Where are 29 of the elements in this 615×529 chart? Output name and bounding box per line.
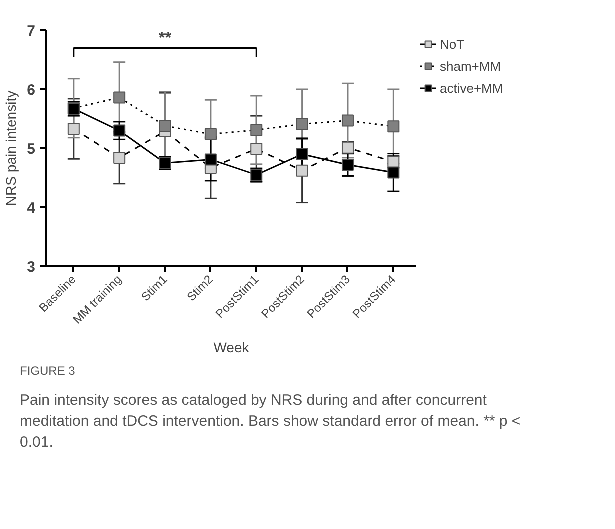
point <box>159 120 172 132</box>
point <box>296 148 308 160</box>
point <box>250 143 263 156</box>
y-tick-label: 4 <box>27 200 36 217</box>
point <box>68 123 80 136</box>
point <box>250 124 263 136</box>
y-tick-label: 6 <box>27 82 36 99</box>
point <box>114 124 126 137</box>
x-axis-title: Week <box>214 340 250 356</box>
point <box>342 159 354 172</box>
point <box>388 166 400 179</box>
point <box>388 120 400 133</box>
point <box>342 114 354 127</box>
point <box>204 128 217 140</box>
y-axis-title: NRS pain intensity <box>3 90 20 206</box>
y-tick-label: 3 <box>27 259 36 276</box>
point <box>296 164 308 177</box>
y-tick-label: 5 <box>27 141 36 158</box>
annotation: ** <box>159 30 172 48</box>
y-tick-label: 7 <box>27 23 36 40</box>
legend-label: active+MM <box>440 80 504 96</box>
point <box>296 118 308 130</box>
point <box>204 154 217 166</box>
caption: FIGURE 3 <box>20 363 76 380</box>
legend-label: NoT <box>440 36 465 52</box>
legend-label: sham+MM <box>440 58 502 74</box>
point <box>114 92 126 104</box>
text: Pain intensity scores as cataloged by NRS during and after concurrent meditation and tDCS intervention. Bars show standard error of mean. ** p < 0.01. <box>20 391 522 454</box>
point <box>114 152 126 164</box>
